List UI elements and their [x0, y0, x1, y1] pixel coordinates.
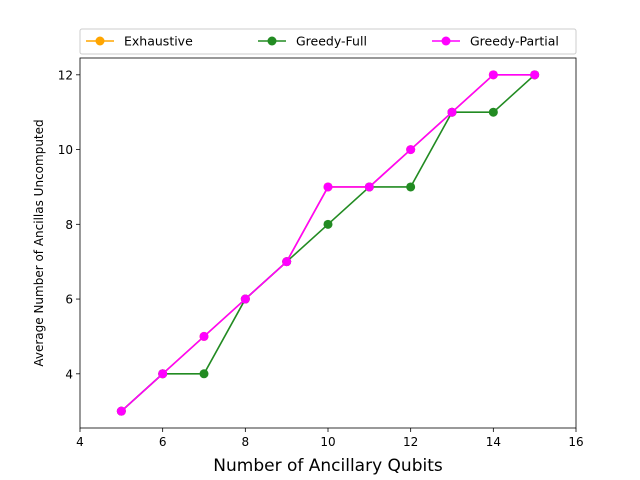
data-point — [323, 182, 333, 192]
legend-label: Greedy-Full — [296, 34, 367, 49]
data-point — [364, 182, 374, 192]
data-point — [199, 331, 209, 341]
legend-label: Greedy-Partial — [470, 34, 559, 49]
series-greedy-partial — [116, 70, 540, 416]
data-point — [447, 107, 457, 117]
data-point — [488, 70, 498, 80]
legend-marker — [441, 36, 451, 46]
legend-entry: Exhaustive — [86, 34, 193, 49]
legend: Exhaustive Greedy-Full Greedy-Partial — [79, 28, 577, 55]
data-point — [240, 294, 250, 304]
y-tick-label: 8 — [65, 218, 73, 232]
data-point — [282, 257, 292, 267]
y-tick-label: 10 — [58, 143, 73, 157]
y-tick-label: 6 — [65, 293, 73, 307]
y-tick-label: 12 — [58, 68, 73, 82]
x-tick-label: 8 — [242, 435, 250, 449]
legend-marker — [95, 36, 105, 46]
legend-entry: Greedy-Full — [258, 34, 367, 49]
data-point — [530, 70, 540, 80]
data-point — [406, 182, 416, 192]
x-axis-title: Number of Ancillary Qubits — [213, 456, 443, 476]
x-tick-label: 16 — [568, 435, 583, 449]
data-point — [488, 107, 498, 117]
x-tick-label: 12 — [403, 435, 418, 449]
legend-entry: Greedy-Partial — [432, 34, 559, 49]
data-point — [158, 369, 168, 379]
data-point — [323, 219, 333, 229]
y-axis: 4 6 8 10 12 — [58, 68, 80, 381]
x-tick-label: 14 — [486, 435, 501, 449]
data-point — [116, 406, 126, 416]
legend-label: Exhaustive — [124, 34, 193, 49]
x-tick-label: 4 — [76, 435, 84, 449]
plot-area — [79, 57, 577, 429]
legend-marker — [267, 36, 277, 46]
series-layer — [116, 70, 540, 416]
data-point — [406, 145, 416, 155]
x-axis: 4 6 8 10 12 14 16 — [76, 428, 584, 449]
y-tick-label: 4 — [65, 367, 73, 381]
x-tick-label: 10 — [320, 435, 335, 449]
data-point — [199, 369, 209, 379]
y-axis-title: Average Number of Ancillas Uncomputed — [32, 119, 46, 366]
legend-frame — [79, 28, 577, 55]
x-tick-label: 6 — [159, 435, 167, 449]
